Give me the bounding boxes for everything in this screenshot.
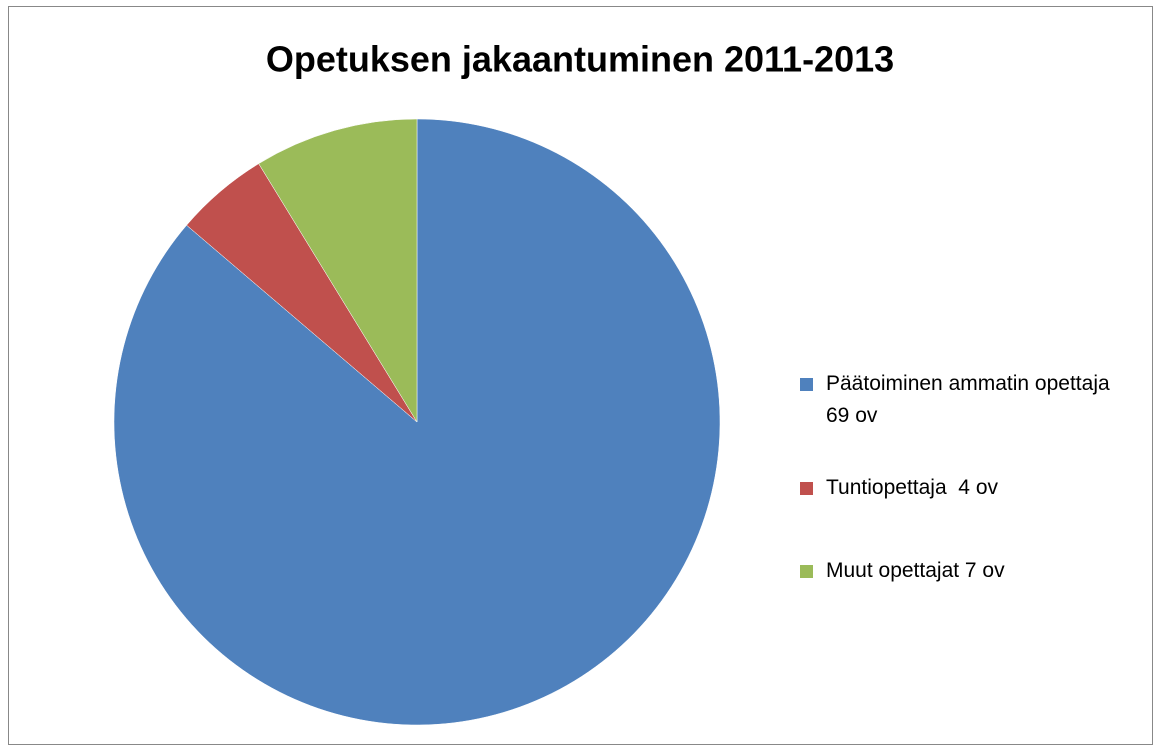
legend-label: Muut opettajat 7 ov xyxy=(826,559,1005,582)
legend-label: Tuntiopettaja 4 ov xyxy=(826,476,998,499)
legend: Päätoiminen ammatin opettaja 69 ov Tuntio… xyxy=(800,368,1130,587)
legend-item: Muut opettajat 7 ov xyxy=(800,555,1116,587)
legend-item: Tuntiopettaja 4 ov xyxy=(800,472,1116,504)
legend-item: Päätoiminen ammatin opettaja 69 ov xyxy=(800,368,1116,432)
legend-label: Päätoiminen ammatin opettaja 69 ov xyxy=(826,372,1122,427)
pie-slice xyxy=(258,118,418,423)
legend-swatch xyxy=(800,565,813,578)
legend-swatch xyxy=(800,378,813,391)
legend-swatch xyxy=(800,482,813,495)
chart-title: Opetuksen jakaantuminen 2011-2013 xyxy=(266,39,894,80)
